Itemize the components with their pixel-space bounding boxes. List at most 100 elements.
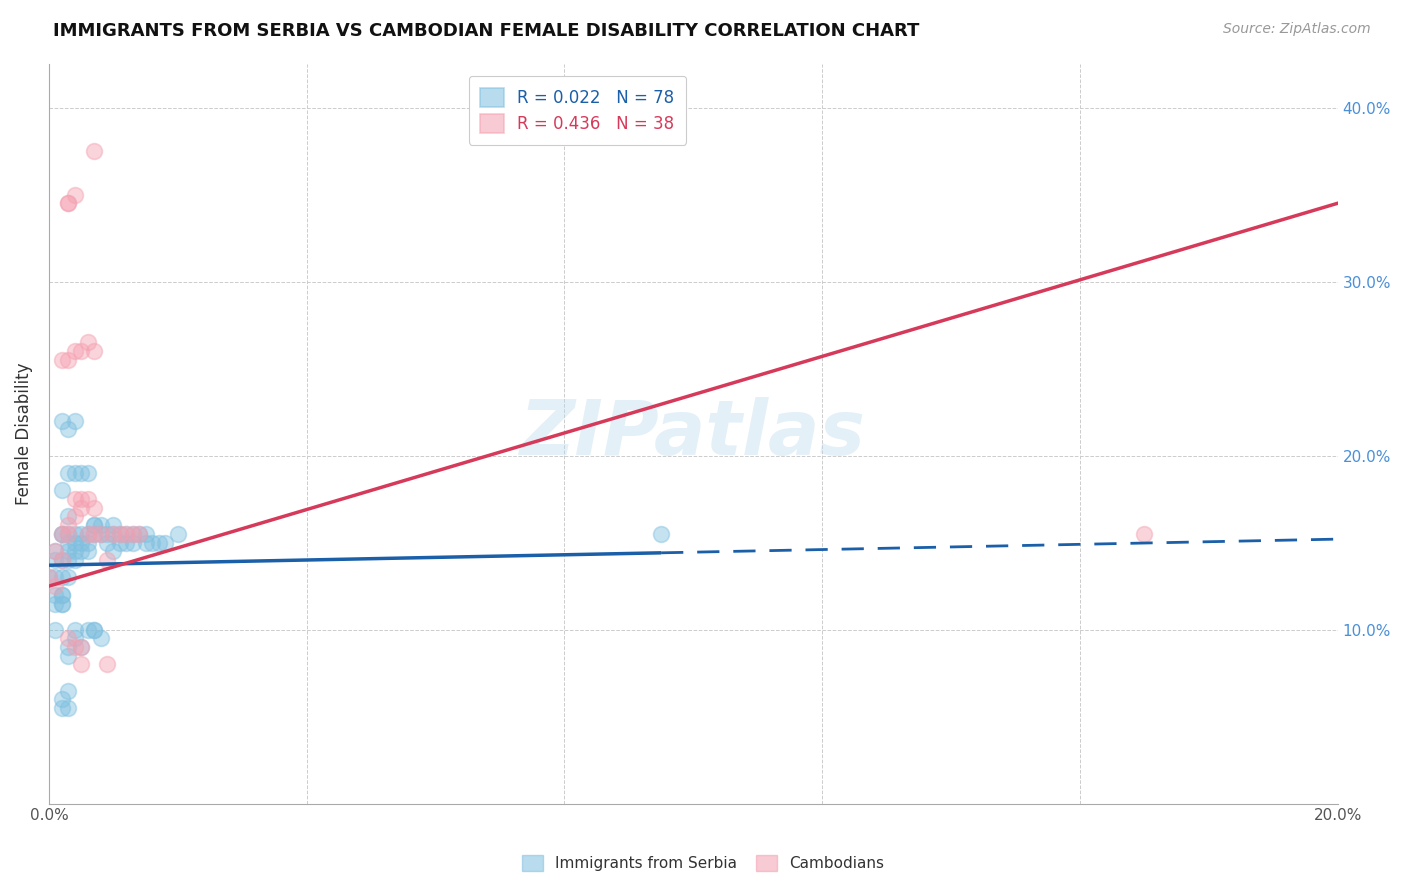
Point — [58, 422, 80, 436]
Point — [96, 535, 118, 549]
Point — [83, 527, 105, 541]
Point — [63, 640, 86, 654]
Point — [103, 527, 125, 541]
Point — [121, 535, 143, 549]
Point — [63, 466, 86, 480]
Point — [89, 518, 111, 533]
Point — [89, 527, 111, 541]
Point — [70, 344, 93, 359]
Point — [70, 500, 93, 515]
Point — [96, 657, 118, 672]
Point — [51, 588, 73, 602]
Point — [76, 544, 98, 558]
Point — [51, 553, 73, 567]
Point — [58, 509, 80, 524]
Point — [58, 640, 80, 654]
Text: ZIPatlas: ZIPatlas — [520, 397, 866, 471]
Point — [58, 196, 80, 211]
Point — [51, 701, 73, 715]
Point — [70, 492, 93, 507]
Point — [63, 535, 86, 549]
Point — [141, 535, 163, 549]
Point — [63, 632, 86, 646]
Point — [96, 553, 118, 567]
Point — [76, 535, 98, 549]
Point — [76, 466, 98, 480]
Point — [115, 527, 138, 541]
Point — [51, 414, 73, 428]
Point — [63, 527, 86, 541]
Point — [51, 352, 73, 367]
Point — [128, 527, 150, 541]
Point — [44, 623, 66, 637]
Point — [70, 657, 93, 672]
Point — [58, 648, 80, 663]
Point — [44, 579, 66, 593]
Point — [76, 623, 98, 637]
Point — [121, 527, 143, 541]
Point — [63, 187, 86, 202]
Point — [58, 544, 80, 558]
Point — [166, 527, 188, 541]
Point — [58, 466, 80, 480]
Point — [58, 196, 80, 211]
Point — [63, 553, 86, 567]
Point — [44, 570, 66, 584]
Point — [70, 527, 93, 541]
Point — [70, 640, 93, 654]
Point — [58, 527, 80, 541]
Point — [76, 492, 98, 507]
Point — [135, 527, 157, 541]
Point — [83, 344, 105, 359]
Point — [44, 553, 66, 567]
Point — [51, 588, 73, 602]
Point — [70, 544, 93, 558]
Point — [58, 683, 80, 698]
Point — [51, 597, 73, 611]
Point — [108, 527, 131, 541]
Point — [51, 527, 73, 541]
Point — [1133, 527, 1156, 541]
Point — [51, 570, 73, 584]
Point — [108, 535, 131, 549]
Point — [83, 518, 105, 533]
Point — [121, 527, 143, 541]
Point — [63, 544, 86, 558]
Text: Source: ZipAtlas.com: Source: ZipAtlas.com — [1223, 22, 1371, 37]
Point — [70, 535, 93, 549]
Point — [96, 527, 118, 541]
Point — [38, 570, 60, 584]
Point — [108, 527, 131, 541]
Point — [44, 544, 66, 558]
Point — [650, 527, 672, 541]
Point — [58, 701, 80, 715]
Point — [44, 588, 66, 602]
Point — [76, 527, 98, 541]
Point — [58, 553, 80, 567]
Point — [63, 344, 86, 359]
Point — [44, 597, 66, 611]
Point — [103, 518, 125, 533]
Point — [70, 640, 93, 654]
Point — [83, 623, 105, 637]
Point — [51, 483, 73, 498]
Point — [115, 535, 138, 549]
Point — [51, 692, 73, 706]
Point — [51, 527, 73, 541]
Point — [83, 144, 105, 158]
Point — [58, 535, 80, 549]
Point — [63, 414, 86, 428]
Point — [153, 535, 176, 549]
Point — [58, 632, 80, 646]
Point — [51, 597, 73, 611]
Point — [76, 335, 98, 350]
Legend: R = 0.022   N = 78, R = 0.436   N = 38: R = 0.022 N = 78, R = 0.436 N = 38 — [468, 76, 686, 145]
Point — [58, 352, 80, 367]
Point — [89, 632, 111, 646]
Point — [58, 518, 80, 533]
Point — [103, 527, 125, 541]
Point — [89, 527, 111, 541]
Point — [58, 570, 80, 584]
Y-axis label: Female Disability: Female Disability — [15, 362, 32, 505]
Point — [83, 500, 105, 515]
